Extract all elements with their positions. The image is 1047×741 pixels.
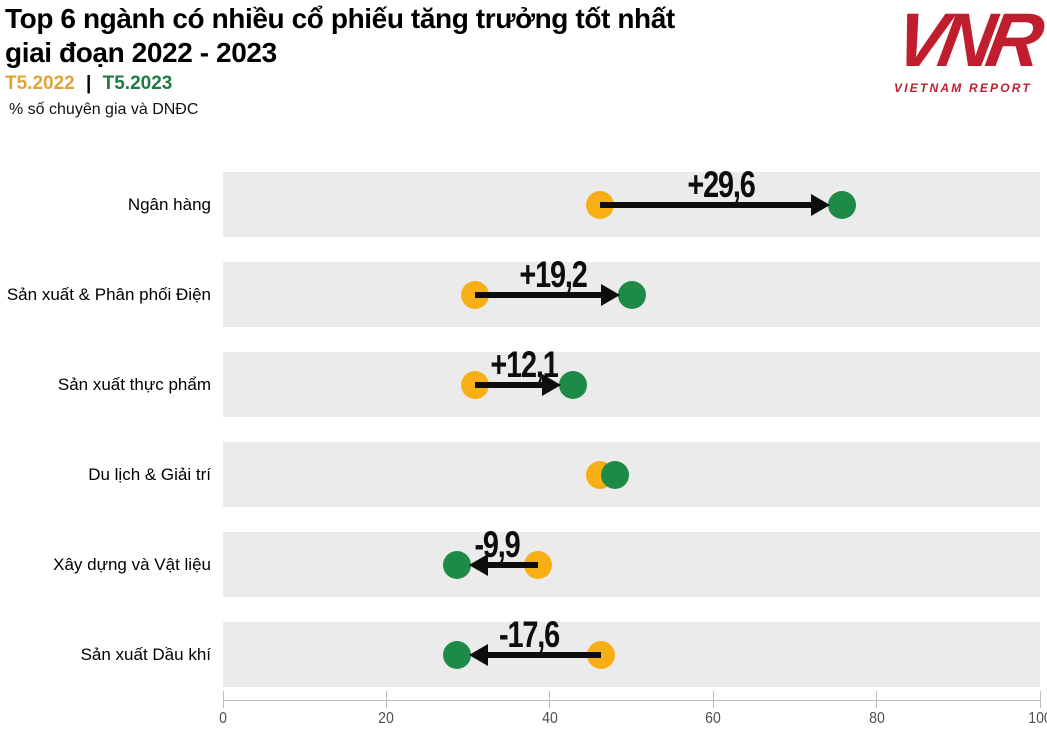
x-axis-tick-label: 60 (705, 710, 722, 727)
change-arrow-line (600, 201, 814, 208)
dot-t5-2023 (617, 280, 646, 309)
legend-item-t5-2022: T5.2022 (5, 73, 75, 94)
change-value-label: -9,9 (474, 524, 521, 565)
change-arrow-head (468, 553, 488, 576)
change-arrow-line (474, 381, 545, 388)
row-band: -9,9 (223, 526, 1040, 597)
x-axis-tick-label: 20 (378, 710, 395, 727)
row-band: -17,6 (223, 616, 1040, 687)
dot-t5-2023 (828, 190, 857, 219)
change-arrow-line (474, 291, 603, 298)
x-axis-tick (222, 691, 224, 708)
industry-row: Xây dựng và Vật liệu -9,9 (0, 526, 1047, 597)
change-arrow-line (486, 651, 602, 658)
logo-caption: VIETNAM REPORT (894, 81, 1032, 95)
category-label: Sản xuất thực phẩm (57, 374, 211, 394)
dot-t5-2023 (559, 370, 588, 399)
chart-title: Top 6 ngành có nhiều cổ phiếu tăng trưởn… (5, 2, 675, 70)
category-label: Sản xuất Dầu khí (80, 644, 211, 664)
change-value-label: +12,1 (490, 344, 558, 385)
chart-header: Top 6 ngành có nhiều cổ phiếu tăng trưởn… (5, 2, 675, 70)
change-value-label: -17,6 (499, 614, 560, 655)
chart-subtitle: % số chuyên gia và DNĐC (9, 101, 199, 118)
x-axis-tick-label: 0 (219, 710, 227, 727)
industry-row: Du lịch & Giải trí (0, 442, 1047, 507)
row-band (223, 442, 1040, 507)
industry-row: Sản xuất & Phân phối Điện +19,2 (0, 256, 1047, 327)
x-axis-line (223, 700, 1040, 701)
row-band: +29,6 (223, 166, 1040, 237)
row-band: +12,1 (223, 346, 1040, 417)
legend-item-t5-2023: T5.2023 (102, 73, 173, 94)
industry-row: Ngân hàng +29,6 (0, 166, 1047, 237)
change-arrow-line (485, 561, 538, 568)
x-axis-tick (876, 691, 878, 708)
dot-t5-2023 (442, 550, 471, 579)
category-label: Xây dựng và Vật liệu (53, 554, 211, 574)
dot-t5-2023 (443, 640, 472, 669)
x-axis-tick-label: 40 (541, 710, 558, 727)
legend-separator: | (86, 73, 92, 94)
x-axis-tick (385, 691, 387, 708)
change-value-label: +19,2 (519, 254, 587, 295)
x-axis-tick (712, 691, 714, 708)
chart-legend: T5.2022 | T5.2023 (5, 73, 172, 95)
row-band: +19,2 (223, 256, 1040, 327)
category-label: Sản xuất & Phân phối Điện (6, 284, 211, 304)
x-axis: 0 20 40 60 80 100 (219, 691, 1047, 740)
category-label: Ngân hàng (127, 194, 211, 214)
dot-t5-2023 (601, 460, 630, 489)
x-axis-tick-label: 80 (868, 710, 885, 727)
change-value-label: +29,6 (687, 164, 756, 205)
chart-title-line2: giai đoạn 2022 - 2023 (5, 37, 277, 68)
industry-row: Sản xuất thực phẩm +12,1 (0, 346, 1047, 417)
change-arrow-head (811, 193, 831, 216)
x-axis-tick (549, 691, 551, 708)
industry-row: Sản xuất Dầu khí -17,6 (0, 616, 1047, 687)
change-arrow-head (542, 373, 562, 396)
x-axis-tick-label: 100 (1028, 710, 1047, 727)
x-axis-tick (1039, 691, 1041, 708)
category-label: Du lịch & Giải trí (88, 464, 211, 484)
change-arrow-head (600, 283, 620, 306)
logo-vnr-mark: VNR (889, 0, 1045, 83)
change-arrow-head (469, 643, 489, 666)
chart-title-line1: Top 6 ngành có nhiều cổ phiếu tăng trưởn… (5, 3, 675, 34)
vietnam-report-logo: VNR VIETNAM REPORT (889, 0, 1045, 95)
